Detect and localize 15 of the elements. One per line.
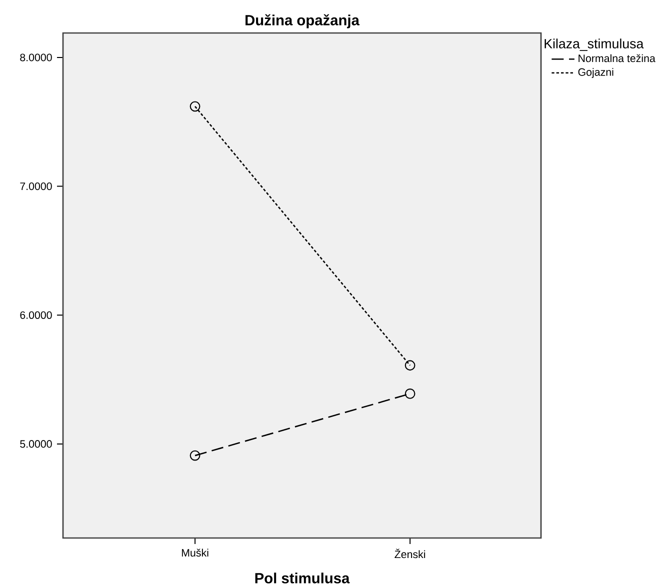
x-tick-label: Ženski: [394, 548, 426, 558]
legend-label: Normalna težina: [578, 54, 656, 62]
legend-label: Gojazni: [578, 68, 614, 78]
x-axis-title: Pol stimulusa: [255, 572, 350, 584]
x-tick-label: Muški: [182, 548, 208, 557]
point: [190, 101, 200, 112]
point: [404, 360, 416, 371]
legend-title: Kilaza_stimulusa: [544, 38, 644, 51]
chart-title: Dužina opažanja: [246, 14, 360, 28]
y-tick-label: 6.0000: [20, 311, 52, 319]
y-tick-label: 5.0000: [20, 440, 52, 448]
point: [404, 388, 416, 399]
point: [190, 450, 200, 461]
y-tick-label: 7.0000: [20, 182, 52, 190]
y-tick-label: 8.0000: [20, 54, 52, 62]
